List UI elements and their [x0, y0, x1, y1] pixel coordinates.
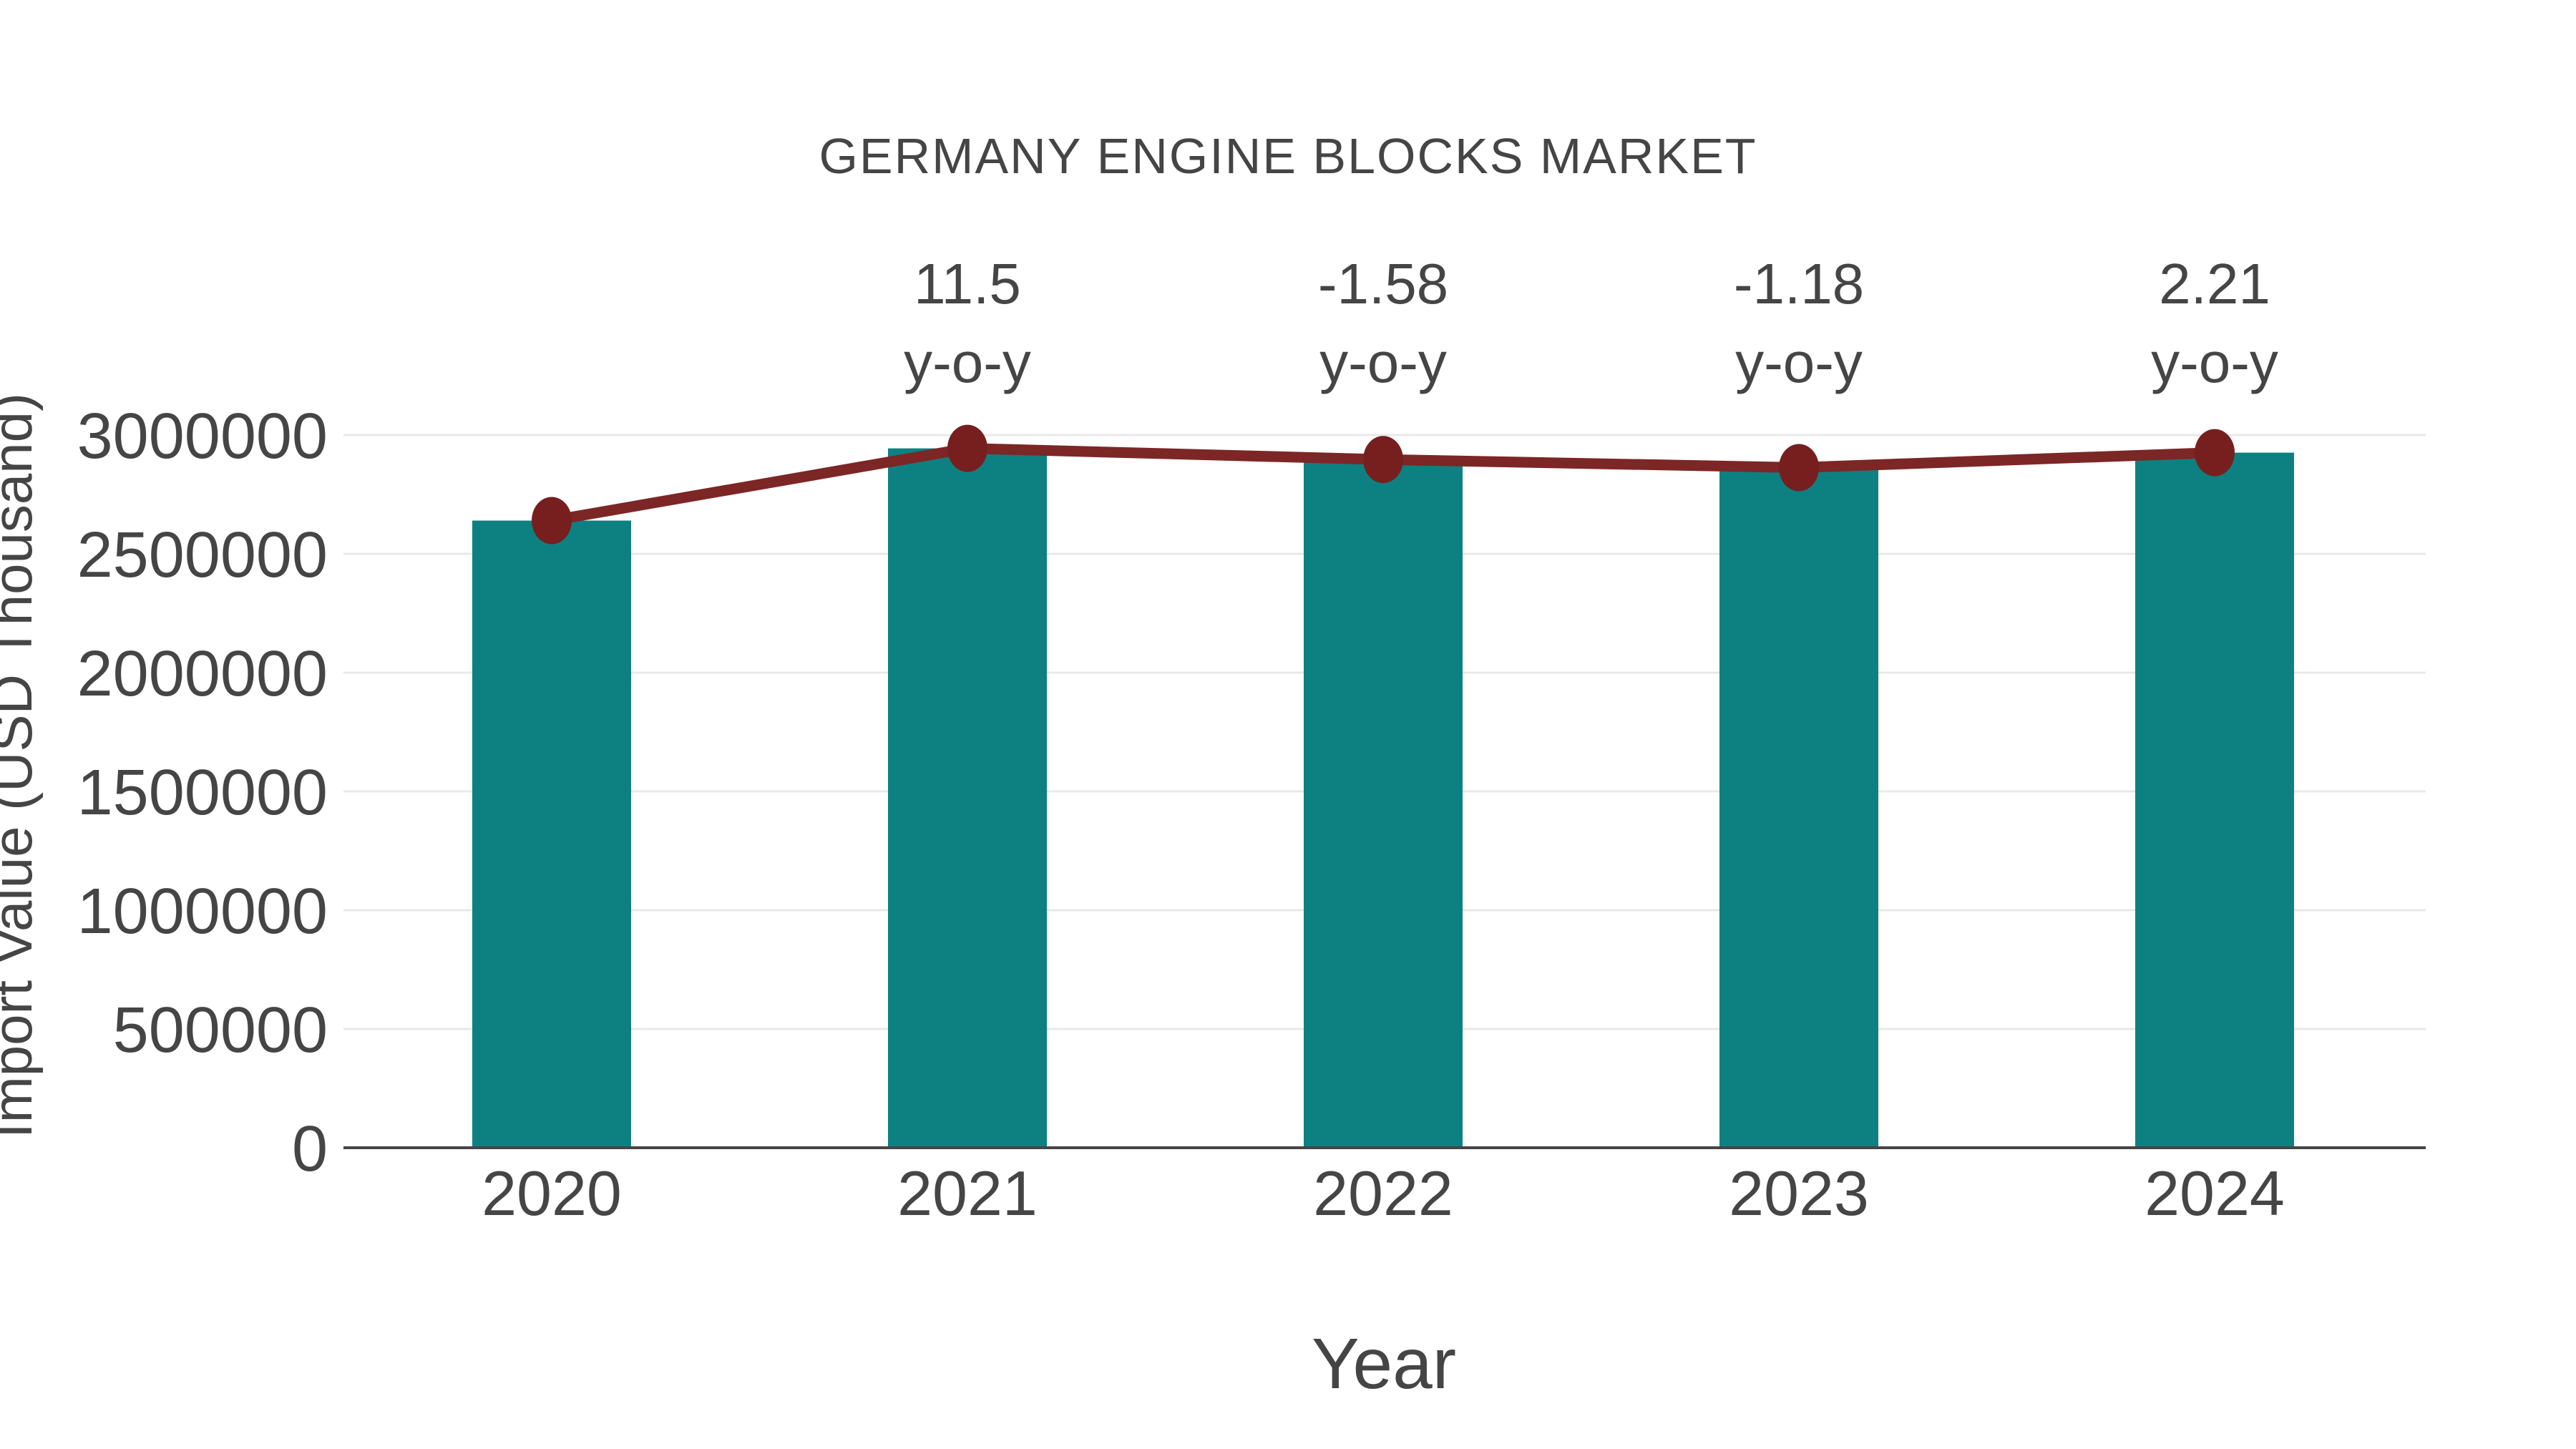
data-point-2022 [1363, 436, 1403, 484]
trend-line-layer [532, 424, 2235, 545]
annotation-suffix-2021: y-o-y [904, 331, 1031, 394]
y-tick-label: 1500000 [77, 757, 328, 829]
y-tick-label: 1000000 [77, 876, 328, 947]
bars-layer [472, 448, 2294, 1148]
annotation-value-2022: -1.58 [1318, 252, 1448, 316]
annotation-suffix-2022: y-o-y [1319, 331, 1447, 394]
chart-title: GERMANY ENGINE BLOCKS MARKET [819, 128, 1757, 184]
y-tick-label: 2000000 [77, 638, 328, 710]
y-tick-label: 500000 [113, 995, 328, 1066]
data-point-2024 [2195, 429, 2235, 477]
annotation-suffix-2024: y-o-y [2151, 331, 2278, 394]
data-point-2020 [532, 497, 572, 545]
y-tick-label: 2500000 [77, 519, 328, 591]
bar-2022 [1304, 459, 1463, 1148]
x-tick-label: 2022 [1313, 1158, 1453, 1229]
x-tick-label: 2024 [2145, 1158, 2285, 1229]
bar-2023 [1719, 467, 1878, 1148]
x-tick-label: 2023 [1729, 1158, 1869, 1229]
y-axis-title: Import Value (USD Thousand) [0, 393, 44, 1138]
x-tick-label: 2021 [897, 1158, 1038, 1229]
bar-2020 [472, 520, 631, 1148]
bar-2024 [2135, 452, 2294, 1148]
x-axis-title: Year [1312, 1324, 1456, 1404]
bar-2021 [888, 448, 1047, 1148]
axis-ticks-layer: 0 500000 1000000 1500000 2000000 2500000 30000… [77, 401, 2285, 1229]
x-tick-label: 2020 [482, 1158, 622, 1229]
annotation-value-2023: -1.18 [1734, 252, 1864, 316]
data-point-2023 [1779, 444, 1819, 492]
annotations-layer: 11.5 y-o-y -1.58 y-o-y -1.18 y-o-y 2.21 y-o-y [904, 252, 2278, 394]
y-tick-label: 0 [292, 1113, 328, 1185]
data-point-2021 [947, 424, 987, 472]
annotation-value-2024: 2.21 [2159, 252, 2270, 316]
y-tick-label: 3000000 [77, 401, 328, 472]
annotation-value-2021: 11.5 [914, 252, 1021, 316]
annotation-suffix-2023: y-o-y [1735, 331, 1863, 394]
